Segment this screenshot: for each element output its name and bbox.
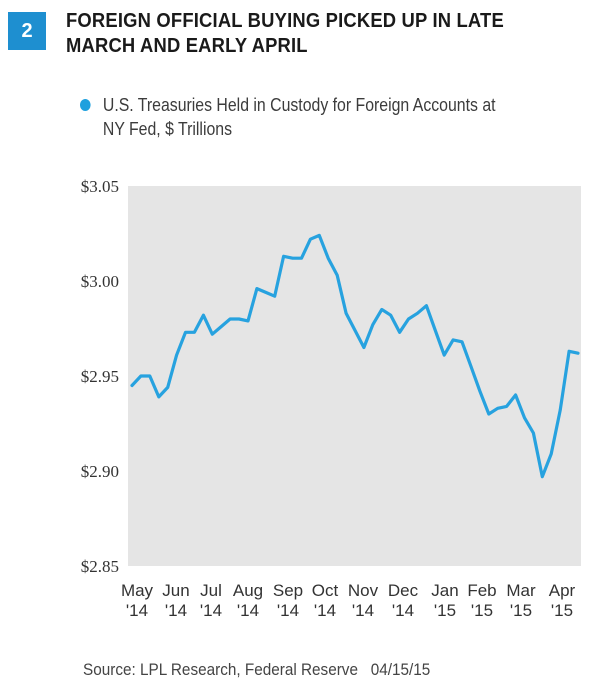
x-tick-year: '14 bbox=[237, 601, 259, 620]
legend: U.S. Treasuries Held in Custody for Fore… bbox=[80, 93, 520, 141]
x-tick-month: Dec bbox=[388, 581, 419, 600]
x-tick-month: Apr bbox=[549, 581, 576, 600]
x-tick-year: '14 bbox=[392, 601, 414, 620]
x-tick-year: '14 bbox=[165, 601, 187, 620]
x-tick-month: Mar bbox=[506, 581, 536, 600]
x-tick-year: '14 bbox=[352, 601, 374, 620]
legend-marker bbox=[80, 99, 91, 111]
x-tick-year: '15 bbox=[434, 601, 456, 620]
source-note: Source: LPL Research, Federal Reserve 04… bbox=[83, 660, 431, 679]
x-tick-year: '14 bbox=[200, 601, 222, 620]
y-tick-label: $2.95 bbox=[81, 367, 119, 386]
x-tick-month: Nov bbox=[348, 581, 379, 600]
x-tick-year: '15 bbox=[551, 601, 573, 620]
x-tick-month: Jun bbox=[162, 581, 189, 600]
x-tick-month: Jan bbox=[431, 581, 458, 600]
series-line bbox=[130, 233, 580, 479]
plot-area bbox=[128, 186, 581, 566]
y-tick-label: $2.90 bbox=[81, 462, 119, 481]
x-tick-year: '14 bbox=[126, 601, 148, 620]
x-tick-year: '15 bbox=[510, 601, 532, 620]
x-tick-month: Feb bbox=[467, 581, 496, 600]
y-tick-label: $3.05 bbox=[81, 177, 119, 196]
x-tick-month: Aug bbox=[233, 581, 263, 600]
x-tick-month: Oct bbox=[312, 581, 339, 600]
y-tick-label: $2.85 bbox=[81, 557, 119, 576]
x-tick-month: Jul bbox=[200, 581, 222, 600]
x-tick-month: Sep bbox=[273, 581, 303, 600]
figure-number-badge: 2 bbox=[8, 12, 46, 50]
x-tick-month: May bbox=[121, 581, 154, 600]
x-tick-year: '14 bbox=[277, 601, 299, 620]
x-tick-year: '15 bbox=[471, 601, 493, 620]
legend-label: U.S. Treasuries Held in Custody for Fore… bbox=[102, 95, 496, 139]
chart-title: FOREIGN OFFICIAL BUYING PICKED UP IN LAT… bbox=[66, 10, 504, 57]
y-tick-label: $3.00 bbox=[81, 272, 119, 291]
x-tick-year: '14 bbox=[314, 601, 336, 620]
